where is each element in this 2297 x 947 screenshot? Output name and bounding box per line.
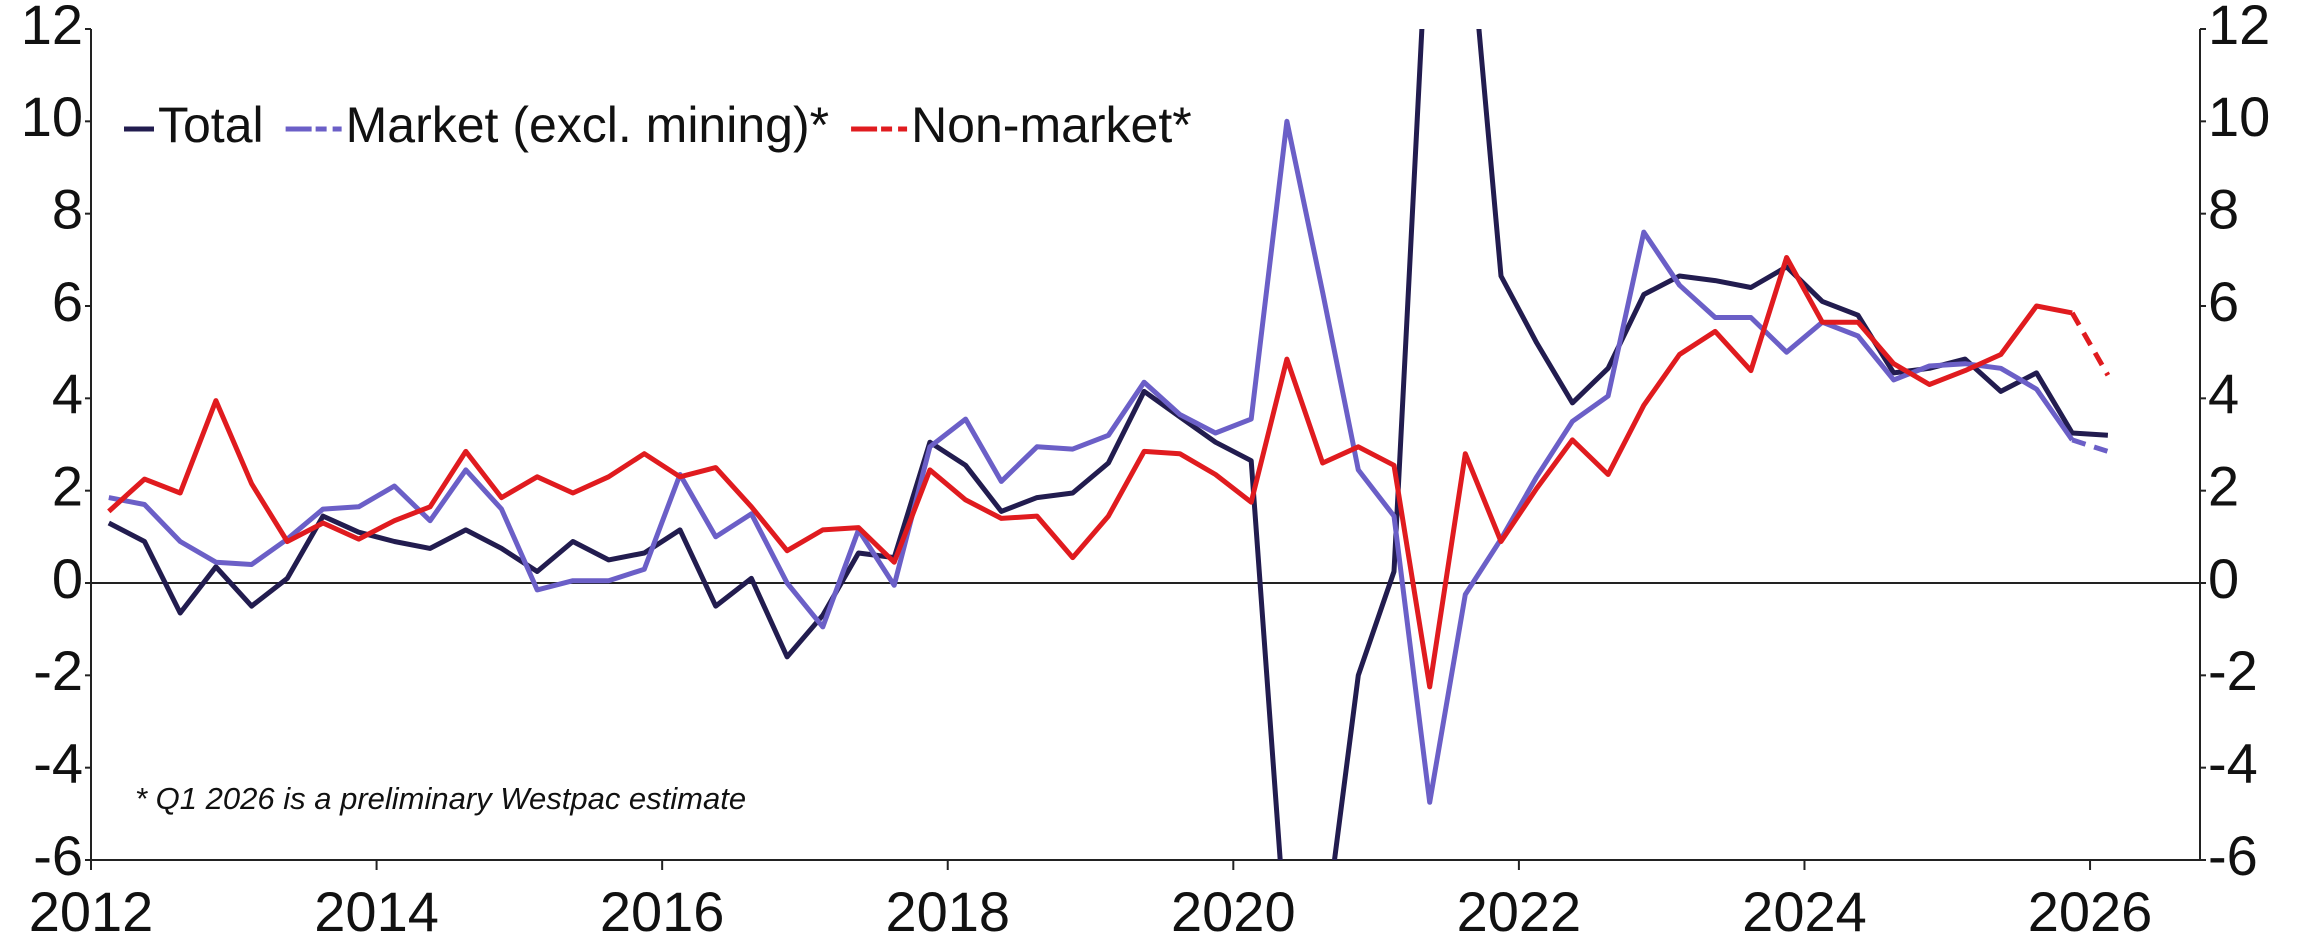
legend-label: Non-market*: [911, 97, 1192, 153]
series-line: [107, 255, 2073, 690]
y2-tick-label: 6: [2208, 270, 2239, 333]
y-tick-label: 0: [52, 547, 83, 610]
y2-tick-label: -6: [2208, 824, 2258, 887]
y2-tick-label: 2: [2208, 454, 2239, 517]
y-tick-label: 8: [52, 177, 83, 240]
y-tick-label: 6: [52, 270, 83, 333]
y2-tick-label: 4: [2208, 362, 2239, 425]
series-line-preliminary: [2071, 437, 2109, 454]
x-tick-label: 2014: [314, 880, 439, 943]
y2-tick-label: 8: [2208, 177, 2239, 240]
x-tick-label: 2024: [1742, 880, 1867, 943]
x-tick-label: 2016: [600, 880, 725, 943]
annotation: * Q1 2026 is a preliminary Westpac estim…: [135, 781, 746, 816]
y-tick-label: 2: [52, 454, 83, 517]
y-tick-label: 12: [21, 0, 83, 56]
x-tick-label: 2018: [885, 880, 1010, 943]
y2-tick-label: 0: [2208, 547, 2239, 610]
y-tick-label: 10: [21, 85, 83, 148]
y-tick-label: 4: [52, 362, 83, 425]
y2-tick-label: 12: [2208, 0, 2270, 56]
y2-tick-label: -4: [2208, 731, 2258, 794]
series-line: [107, 29, 2109, 860]
x-tick-label: 2026: [2028, 880, 2153, 943]
y-tick-label: -4: [33, 731, 83, 794]
x-tick-label: 2012: [29, 880, 154, 943]
series-line-preliminary: [2070, 311, 2111, 377]
x-tick-label: 2020: [1171, 880, 1296, 943]
y2-tick-label: -2: [2208, 639, 2258, 702]
x-tick-label: 2022: [1457, 880, 1582, 943]
series-line: [108, 118, 2075, 805]
legend-label: Total: [158, 97, 264, 153]
legend-label: Market (excl. mining)*: [346, 97, 829, 153]
plot-area: [107, 29, 2111, 860]
y2-tick-label: 10: [2208, 85, 2270, 148]
y-tick-label: -2: [33, 639, 83, 702]
y-tick-label: -6: [33, 824, 83, 887]
